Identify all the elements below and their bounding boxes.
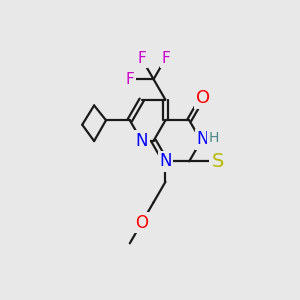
Text: N: N	[135, 132, 148, 150]
Text: H: H	[208, 131, 219, 145]
Text: S: S	[211, 152, 224, 171]
Text: F: F	[125, 72, 134, 87]
Text: F: F	[161, 51, 170, 66]
Text: N: N	[196, 130, 209, 148]
Text: O: O	[135, 214, 148, 232]
Text: N: N	[159, 152, 172, 170]
Text: O: O	[196, 89, 210, 107]
Text: F: F	[137, 51, 146, 66]
